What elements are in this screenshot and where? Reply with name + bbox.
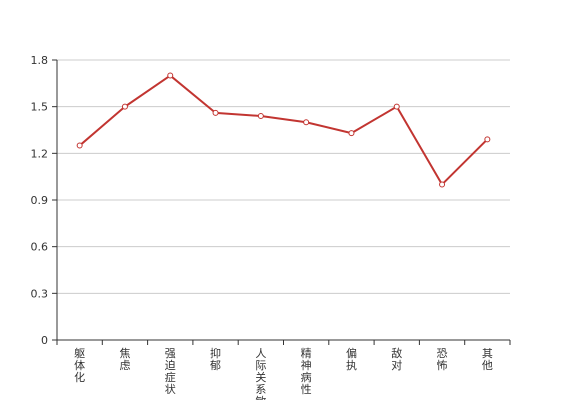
y-tick-label: 1.2	[31, 147, 49, 160]
data-point	[439, 181, 446, 188]
x-tick-label: 偏执	[346, 346, 357, 372]
data-point	[303, 119, 310, 126]
x-tick-label: 人际关系敏感	[255, 347, 266, 400]
data-point	[484, 136, 491, 143]
data-point	[121, 103, 128, 110]
series-line	[78, 74, 489, 186]
y-tick-label: 0.9	[31, 194, 49, 207]
x-tick-label: 精神病性	[301, 347, 312, 396]
data-point	[393, 103, 400, 110]
y-tick-label: 0	[41, 334, 48, 347]
data-point	[212, 109, 219, 116]
data-point	[167, 72, 174, 79]
y-tick-label: 0.6	[31, 241, 49, 254]
data-point	[348, 130, 355, 137]
x-tick-label: 其他	[482, 347, 493, 372]
x-tick-label: 强迫症状	[165, 347, 176, 396]
y-tick-label: 1.5	[31, 101, 49, 114]
x-tick-label: 敌对	[391, 346, 402, 372]
y-tick-label: 1.8	[31, 54, 49, 67]
data-point	[257, 113, 264, 119]
x-tick-label: 抑郁	[210, 346, 221, 372]
x-tick-label: 躯体化	[74, 347, 85, 384]
data-point	[76, 142, 83, 149]
y-tick-label: 0.3	[31, 287, 49, 300]
x-tick-label: 焦虑	[119, 347, 130, 372]
x-tick-label: 恐怖	[437, 347, 448, 372]
